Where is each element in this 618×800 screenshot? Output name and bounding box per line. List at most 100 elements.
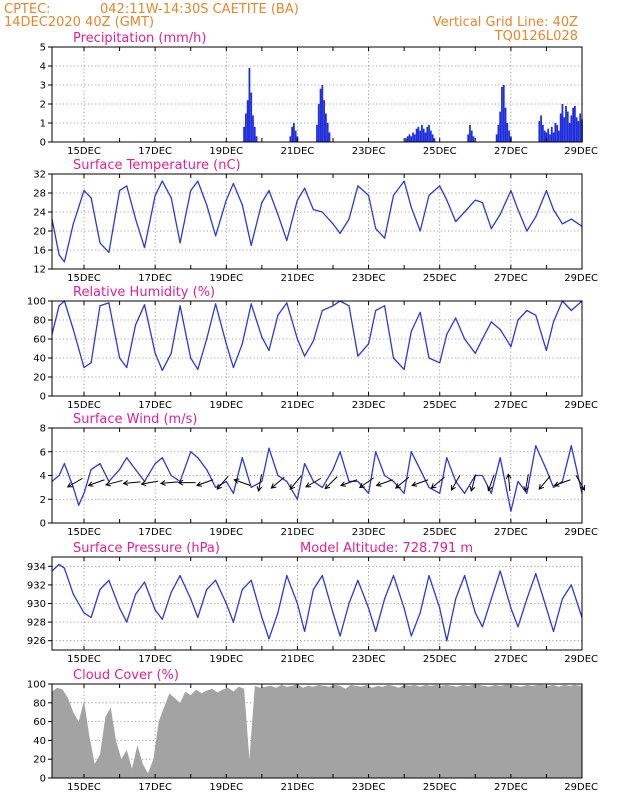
panel-title: Surface Pressure (hPa) <box>73 541 220 556</box>
precip-bar <box>495 134 498 142</box>
precip-bar <box>317 104 320 142</box>
x-tick-label: 19DEC <box>209 273 243 284</box>
rh-point <box>143 304 146 306</box>
wind-point <box>99 463 101 465</box>
y-tick-label: 80 <box>33 698 46 709</box>
rh-point <box>570 309 572 312</box>
x-tick-label: 21DEC <box>281 146 315 157</box>
y-tick-label: 0 <box>40 774 46 785</box>
wind-point <box>332 468 334 471</box>
y-tick-label: 926 <box>27 636 46 647</box>
wind-point <box>383 474 386 477</box>
precip-bar <box>550 126 553 142</box>
x-tick-label: 25DEC <box>423 146 457 157</box>
x-tick-label: 23DEC <box>352 782 386 793</box>
precip-bar <box>316 124 318 142</box>
wind-line <box>51 445 583 512</box>
y-tick-label: 20 <box>33 755 46 766</box>
precip-bar <box>421 124 423 142</box>
precip-bar <box>575 117 578 142</box>
cloud-cover-area <box>52 684 582 778</box>
rh-point <box>108 302 110 304</box>
precip-bar <box>566 111 569 142</box>
temp-point <box>268 190 270 192</box>
precip-bar <box>433 138 436 142</box>
pressure-point <box>474 612 476 614</box>
y-tick-label: 2 <box>40 495 46 506</box>
wind-arrow-head <box>553 481 560 487</box>
header-location: 042:11W-14:30S CAETITE (BA) <box>100 2 299 17</box>
pressure-point <box>410 635 412 637</box>
wind-arrow <box>289 475 302 490</box>
wind-arrow <box>88 479 105 487</box>
wind-arrow-head <box>324 483 331 490</box>
wind-point <box>439 492 441 494</box>
temp-point <box>428 194 430 196</box>
wind-arrow-head <box>66 482 73 488</box>
wind-point <box>419 468 421 471</box>
temp-point <box>499 213 501 215</box>
precip-bar <box>289 136 292 142</box>
temp-point <box>296 199 299 201</box>
pressure-point <box>303 630 306 633</box>
y-tick-label: 0 <box>40 138 46 149</box>
x-tick-label: 19DEC <box>209 146 243 157</box>
pressure-point <box>134 593 137 595</box>
temp-point <box>286 239 288 242</box>
panel-title: Relative Humidity (%) <box>73 285 215 300</box>
wind-arrow <box>376 479 393 487</box>
rh-point <box>367 343 370 345</box>
y-tick-label: 40 <box>33 354 46 365</box>
rh-point <box>170 352 172 354</box>
pressure-point <box>206 588 208 591</box>
temp-point <box>570 218 572 220</box>
temp-point <box>190 190 192 192</box>
temp-point <box>90 197 92 199</box>
x-tick-label: 27DEC <box>494 273 528 284</box>
y-tick-label: 2 <box>40 100 46 111</box>
wind-point <box>510 510 512 512</box>
temp-point <box>392 194 395 196</box>
rh-point <box>357 355 359 357</box>
temp-point <box>535 216 537 218</box>
wind-arrow-head <box>159 480 166 486</box>
precip-bar <box>579 113 582 142</box>
temp-point <box>410 206 412 208</box>
wind-point <box>526 492 528 494</box>
temp-point <box>170 197 172 199</box>
wind-arrow <box>554 479 571 487</box>
wind-point <box>83 492 85 494</box>
precip-bar <box>243 126 245 142</box>
rh-point <box>179 305 181 307</box>
wind-point <box>490 492 492 494</box>
pressure-point <box>179 575 181 577</box>
wind-arrow-head <box>122 480 129 486</box>
pressure-point <box>312 588 315 591</box>
wind-point <box>552 486 555 488</box>
rh-point <box>552 321 555 323</box>
x-tick-label: 29DEC <box>564 146 598 157</box>
wind-arrow-head <box>270 483 277 489</box>
pressure-point <box>250 579 252 581</box>
wind-arrow-head <box>523 486 529 493</box>
y-tick-label: 12 <box>33 265 46 276</box>
precip-bar <box>541 124 544 142</box>
wind-arrow-head <box>289 484 296 490</box>
temp-point <box>261 201 263 204</box>
y-tick-label: 100 <box>27 297 46 308</box>
pressure-point <box>154 609 156 611</box>
wind-point <box>321 486 323 488</box>
rh-point <box>154 352 156 354</box>
x-tick-label: 23DEC <box>352 654 386 665</box>
pressure-point <box>357 579 359 581</box>
precip-bar <box>413 134 416 142</box>
temp-point <box>232 182 235 185</box>
wind-arrow-head <box>469 485 476 492</box>
precip-bar <box>563 117 566 142</box>
temp-point <box>375 228 377 230</box>
wind-point <box>277 474 279 477</box>
rh-point <box>215 303 217 305</box>
wind-arrow <box>258 474 263 492</box>
wind-arrow <box>395 476 410 489</box>
